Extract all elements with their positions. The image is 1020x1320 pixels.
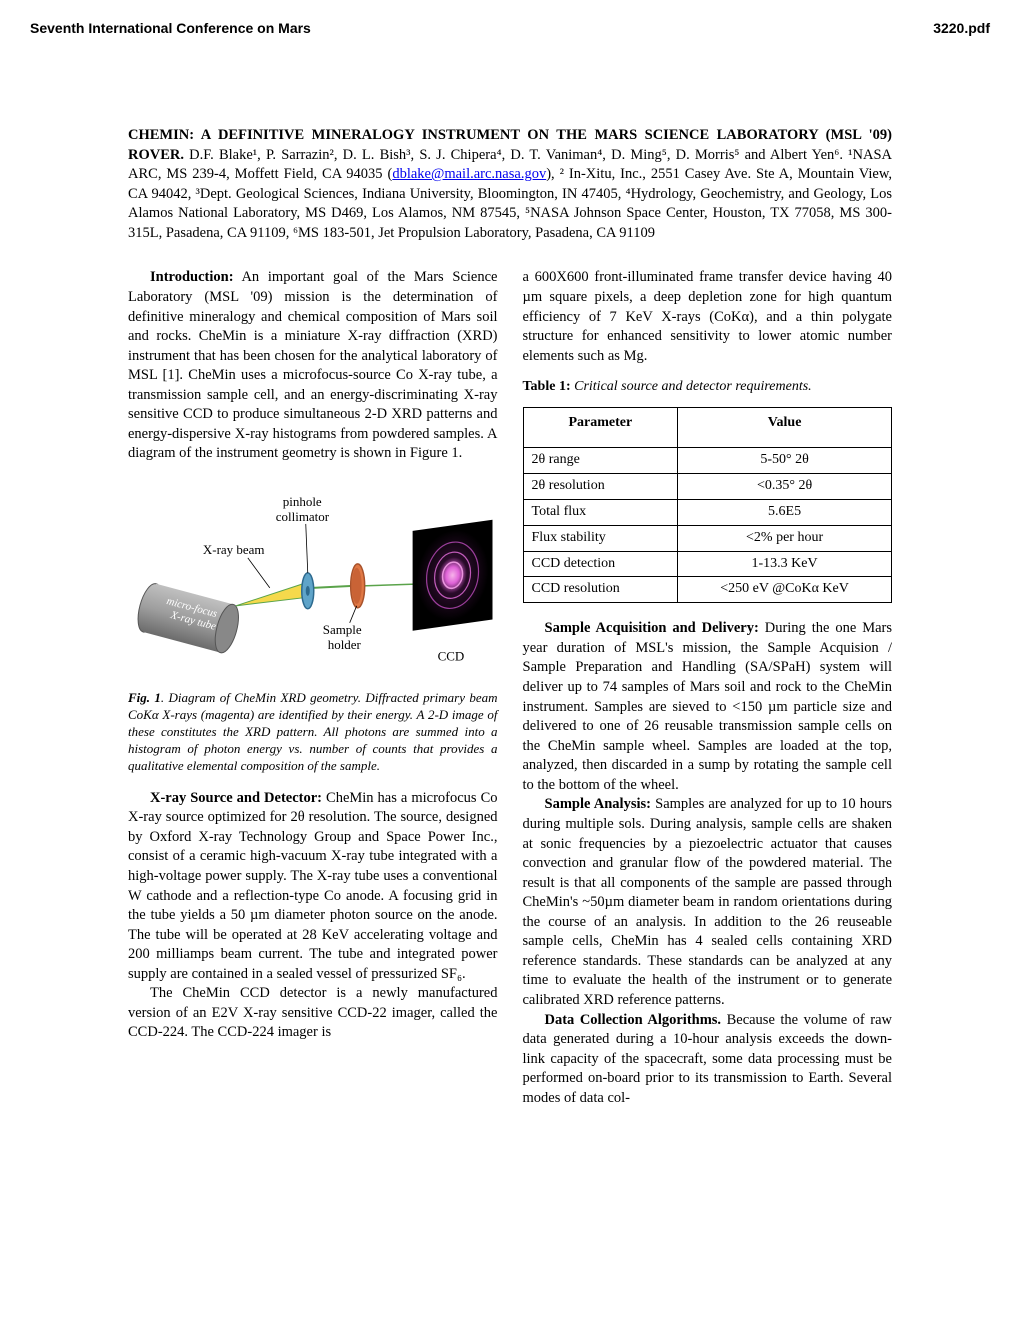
collimator-icon bbox=[302, 573, 314, 609]
table-cell: 2θ resolution bbox=[523, 473, 678, 499]
ccd-cont-text: a 600X600 front-illuminated frame transf… bbox=[523, 269, 893, 363]
table-row: 2θ resolution <0.35° 2θ bbox=[523, 473, 892, 499]
content-area: CHEMIN: A DEFINITIVE MINERALOGY INSTRUME… bbox=[0, 46, 1020, 1108]
sample-label: Sample bbox=[323, 622, 362, 637]
ccd-label: CCD bbox=[438, 649, 465, 664]
sample-acq-paragraph: Sample Acquisition and Delivery: During … bbox=[523, 619, 893, 795]
sample-ana-paragraph: Sample Analysis: Samples are analyzed fo… bbox=[523, 795, 893, 1010]
sample-ana-heading: Sample Analysis: bbox=[545, 796, 651, 812]
pinhole-label: pinhole bbox=[283, 494, 322, 509]
xray-heading: X-ray Source and Detector: bbox=[150, 790, 322, 806]
collimator-label: collimator bbox=[276, 509, 330, 524]
table-header-row: Parameter Value bbox=[523, 408, 892, 448]
figure-1: micro-focus X-ray tube bbox=[128, 476, 498, 682]
table-cell: 1-13.3 KeV bbox=[678, 551, 892, 577]
sample-acq-heading: Sample Acquisition and Delivery: bbox=[545, 620, 759, 636]
table-cell: <0.35° 2θ bbox=[678, 473, 892, 499]
table-cell: Total flux bbox=[523, 499, 678, 525]
table-row: 2θ range 5-50° 2θ bbox=[523, 447, 892, 473]
sample-acq-body: During the one Mars year duration of MSL… bbox=[523, 620, 893, 793]
ccd-continuation: a 600X600 front-illuminated frame transf… bbox=[523, 268, 893, 366]
table-caption-text: Critical source and detector requirement… bbox=[571, 379, 812, 394]
table-cell: <250 eV @CoKα KeV bbox=[678, 577, 892, 603]
table-header-value: Value bbox=[678, 408, 892, 448]
intro-heading: Introduction: bbox=[150, 269, 234, 285]
table-header-param: Parameter bbox=[523, 408, 678, 448]
table-cell: Flux stability bbox=[523, 525, 678, 551]
xray-beam-label: X-ray beam bbox=[203, 542, 265, 557]
table-1: Parameter Value 2θ range 5-50° 2θ 2θ res… bbox=[523, 407, 893, 603]
table-cell: 2θ range bbox=[523, 447, 678, 473]
intro-paragraph: Introduction: An important goal of the M… bbox=[128, 268, 498, 464]
paper-id: 3220.pdf bbox=[933, 20, 990, 36]
table-cell: CCD resolution bbox=[523, 577, 678, 603]
left-column: Introduction: An important goal of the M… bbox=[128, 268, 498, 1108]
holder-label: holder bbox=[328, 637, 362, 652]
sample-ana-body: Samples are analyzed for up to 10 hours … bbox=[523, 796, 893, 1008]
title-block: CHEMIN: A DEFINITIVE MINERALOGY INSTRUME… bbox=[128, 126, 892, 243]
email-link[interactable]: dblake@mail.arc.nasa.gov bbox=[392, 166, 546, 182]
table-cell: 5-50° 2θ bbox=[678, 447, 892, 473]
table-1-caption: Table 1: Critical source and detector re… bbox=[523, 378, 893, 397]
sample-holder-icon bbox=[351, 564, 365, 608]
ccd-body: The CheMin CCD detector is a newly manuf… bbox=[128, 985, 498, 1040]
xray-body: CheMin has a microfocus Co X-ray source … bbox=[128, 790, 498, 982]
intro-body: An important goal of the Mars Science La… bbox=[128, 269, 498, 461]
two-column-layout: Introduction: An important goal of the M… bbox=[128, 268, 892, 1108]
table-cell: 5.6E5 bbox=[678, 499, 892, 525]
table-row: CCD detection 1-13.3 KeV bbox=[523, 551, 892, 577]
xray-paragraph: X-ray Source and Detector: CheMin has a … bbox=[128, 789, 498, 985]
table-cell: <2% per hour bbox=[678, 525, 892, 551]
conference-name: Seventh International Conference on Mars bbox=[30, 20, 311, 36]
table-row: Total flux 5.6E5 bbox=[523, 499, 892, 525]
table-label: Table 1: bbox=[523, 379, 571, 394]
right-column: a 600X600 front-illuminated frame transf… bbox=[523, 268, 893, 1108]
figure-label: Fig. 1 bbox=[128, 690, 161, 705]
ccd-paragraph: The CheMin CCD detector is a newly manuf… bbox=[128, 984, 498, 1043]
chemin-diagram-svg: micro-focus X-ray tube bbox=[128, 476, 498, 676]
table-cell: CCD detection bbox=[523, 551, 678, 577]
figure-1-caption: Fig. 1. Diagram of CheMin XRD geometry. … bbox=[128, 690, 498, 774]
data-coll-paragraph: Data Collection Algorithms. Because the … bbox=[523, 1011, 893, 1109]
data-coll-heading: Data Collection Algorithms. bbox=[545, 1012, 722, 1028]
figure-caption-text: . Diagram of CheMin XRD geometry. Diffra… bbox=[128, 690, 498, 773]
page-header: Seventh International Conference on Mars… bbox=[0, 0, 1020, 46]
table-row: Flux stability <2% per hour bbox=[523, 525, 892, 551]
table-row: CCD resolution <250 eV @CoKα KeV bbox=[523, 577, 892, 603]
